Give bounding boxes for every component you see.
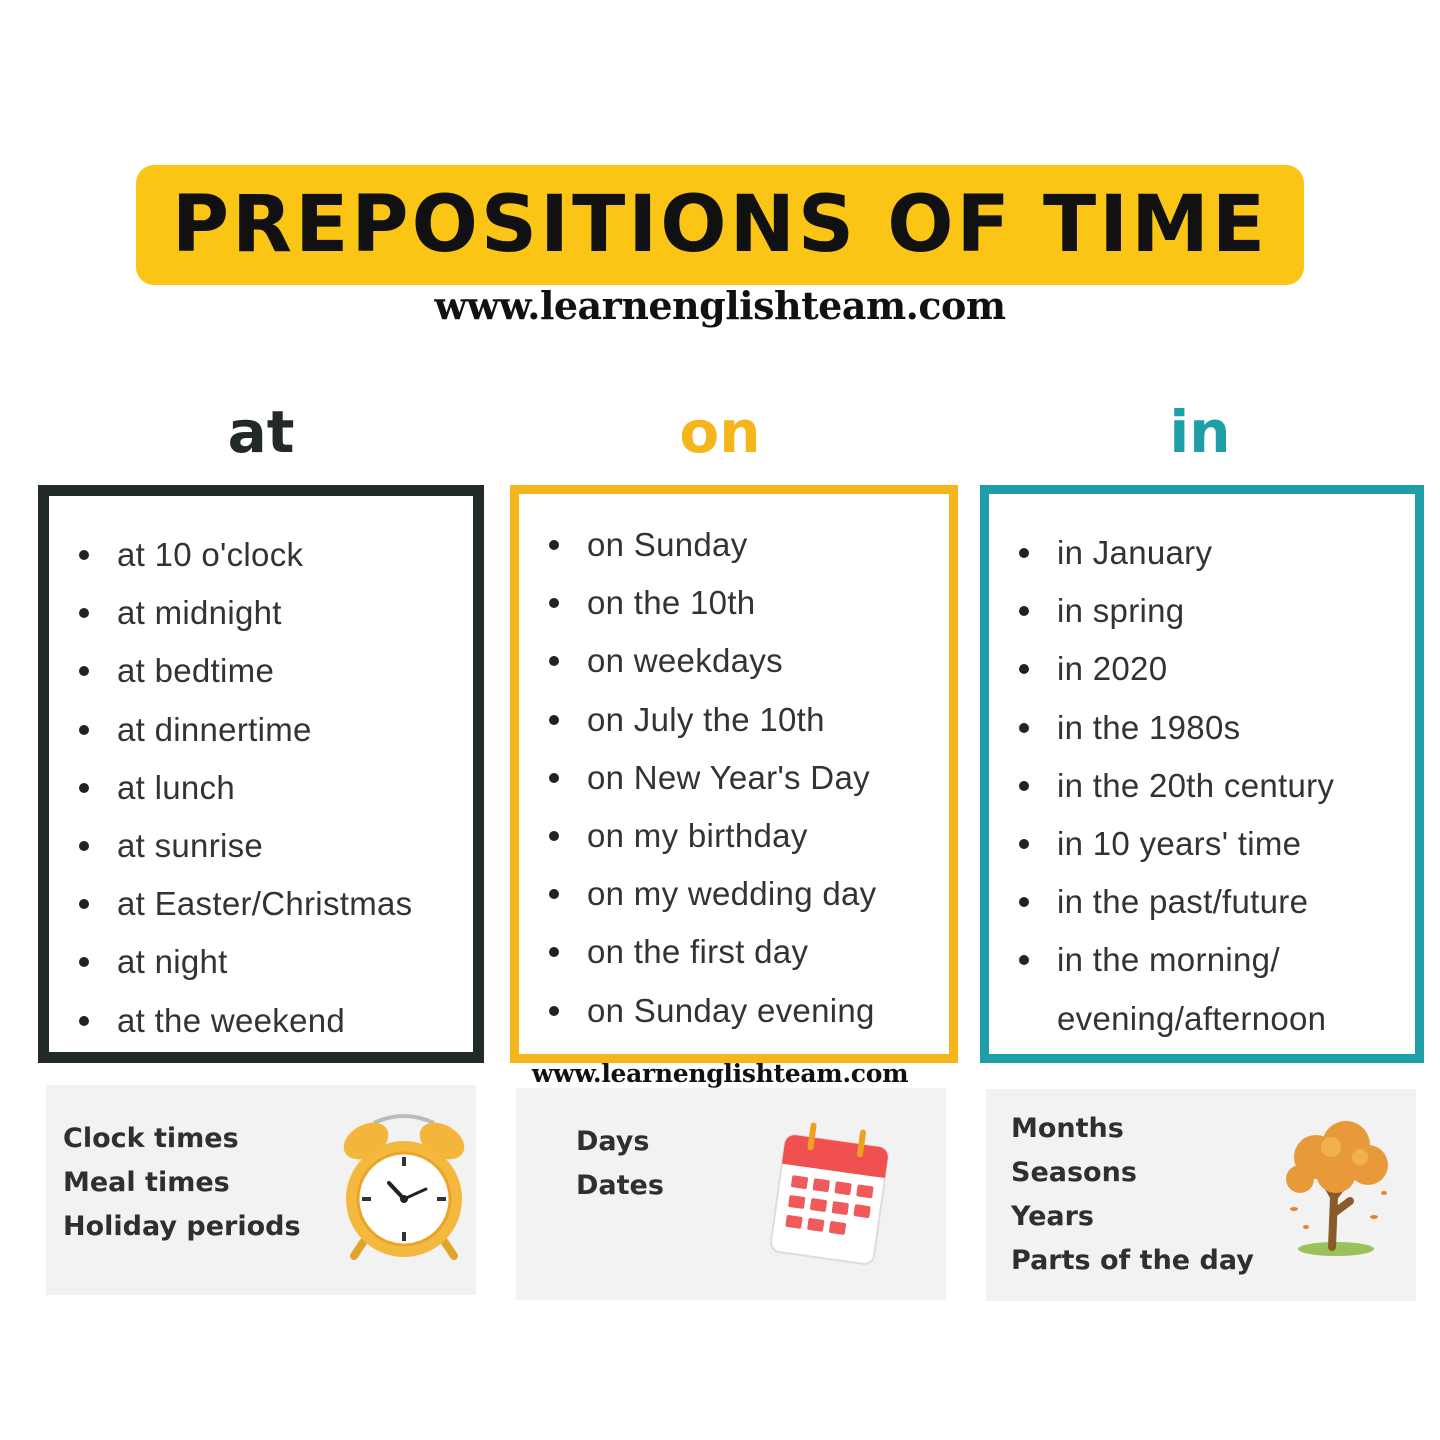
list-item: on my wedding day (543, 865, 943, 923)
watermark-url: www.learnenglishteam.com (531, 1059, 909, 1088)
list-item: at Easter/Christmas (73, 875, 467, 933)
on-category-card: Days Dates (516, 1088, 946, 1300)
at-examples-box: at 10 o'clock at midnight at bedtime at … (38, 485, 484, 1063)
list-item: on New Year's Day (543, 749, 943, 807)
list-item: at sunrise (73, 817, 467, 875)
list-item-continuation: evening/afternoon (1057, 999, 1327, 1037)
category-label: Meal times (63, 1167, 230, 1198)
in-category-card: Months Seasons Years Parts of the day (986, 1089, 1416, 1301)
list-item: on the 10th (543, 574, 943, 632)
list-item: at dinnertime (73, 701, 467, 759)
alarm-clock-icon (343, 1114, 465, 1260)
list-item: in the 20th century (1013, 757, 1409, 815)
on-category-list: Days Dates (576, 1120, 664, 1208)
list-item: in 2020 (1013, 640, 1409, 698)
heading-at: at (227, 398, 295, 466)
list-item: on the first day (543, 923, 943, 981)
list-item: at bedtime (73, 642, 467, 700)
category-label: Years (1011, 1201, 1094, 1232)
at-category-list: Clock times Meal times Holiday periods (63, 1117, 301, 1249)
list-item: on July the 10th (543, 691, 943, 749)
site-url: www.learnenglishteam.com (434, 283, 1006, 328)
in-examples-list: in January in spring in 2020 in the 1980… (1013, 524, 1409, 1048)
on-examples-list: on Sunday on the 10th on weekdays on Jul… (543, 516, 943, 1040)
page-title: PREPOSITIONS OF TIME (171, 180, 1269, 270)
autumn-tree-icon (1286, 1121, 1388, 1256)
list-item: in the 1980s (1013, 699, 1409, 757)
category-label: Seasons (1011, 1157, 1137, 1188)
list-item: in January (1013, 524, 1409, 582)
list-item: in spring (1013, 582, 1409, 640)
list-item: on my birthday (543, 807, 943, 865)
list-item: on Sunday (543, 516, 943, 574)
heading-in: in (1169, 398, 1231, 466)
list-item: in 10 years' time (1013, 815, 1409, 873)
category-label: Clock times (63, 1123, 239, 1154)
category-label: Months (1011, 1113, 1124, 1144)
at-examples-list: at 10 o'clock at midnight at bedtime at … (73, 526, 467, 1050)
list-item: at the weekend (73, 992, 467, 1050)
list-item: in the morning/ (1013, 931, 1409, 989)
in-category-list: Months Seasons Years Parts of the day (1011, 1107, 1254, 1283)
category-label: Dates (576, 1170, 664, 1201)
category-label: Days (576, 1126, 650, 1157)
title-banner: PREPOSITIONS OF TIME (136, 165, 1304, 285)
at-category-card: Clock times Meal times Holiday periods (46, 1085, 476, 1295)
list-item: at 10 o'clock (73, 526, 467, 584)
list-item: on Sunday evening (543, 982, 943, 1040)
on-examples-box: on Sunday on the 10th on weekdays on Jul… (510, 485, 958, 1063)
list-item: at midnight (73, 584, 467, 642)
category-label: Holiday periods (63, 1211, 301, 1242)
heading-on: on (679, 398, 761, 466)
category-label: Parts of the day (1011, 1245, 1254, 1276)
list-item: in the past/future (1013, 873, 1409, 931)
list-item: at lunch (73, 759, 467, 817)
calendar-icon (769, 1122, 889, 1265)
list-item: on weekdays (543, 632, 943, 690)
in-examples-box: in January in spring in 2020 in the 1980… (980, 485, 1424, 1063)
list-item: at night (73, 933, 467, 991)
